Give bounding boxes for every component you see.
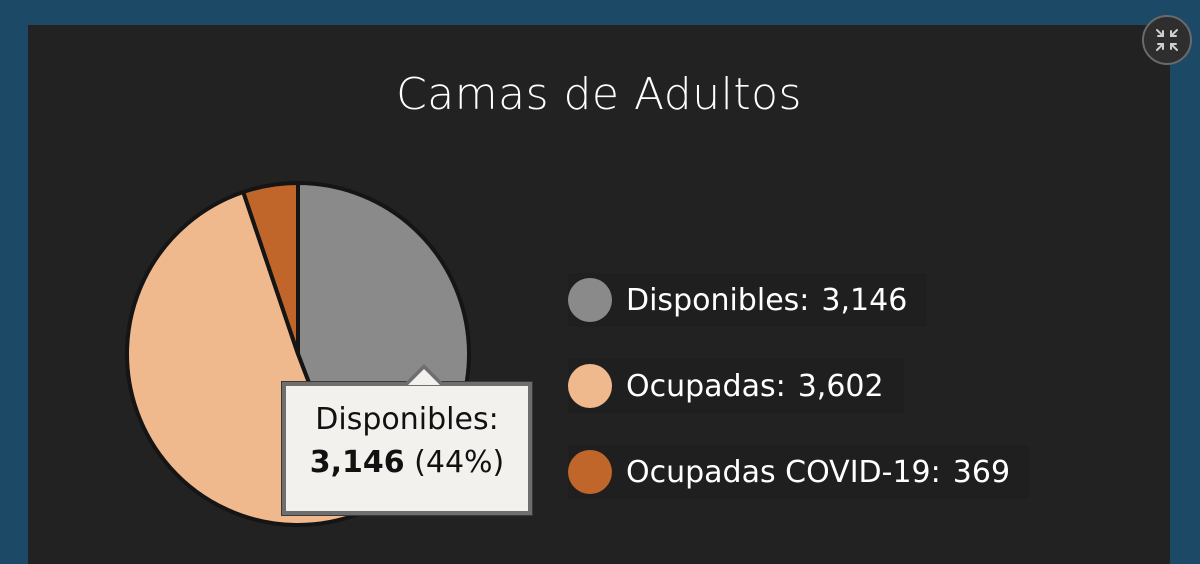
tooltip-arrow (404, 364, 444, 385)
legend-value-ocupadas-covid: 369 (952, 454, 1011, 490)
pie-slice-ocupadas-covid[interactable] (241, 181, 300, 356)
legend-label-ocupadas-covid: Ocupadas COVID-19 (626, 454, 931, 490)
legend-value-disponibles: 3,146 (821, 282, 908, 318)
legend-swatch-disponibles (568, 278, 612, 322)
legend-label-ocupadas: Ocupadas (626, 368, 776, 404)
tooltip-value: 3,146 (309, 445, 405, 480)
legend-item-ocupadas[interactable]: Ocupadas: 3,602 (568, 359, 904, 413)
legend-item-ocupadas-covid[interactable]: Ocupadas COVID-19: 369 (568, 445, 1031, 499)
collapse-button[interactable] (1142, 15, 1192, 65)
legend-label-disponibles: Disponibles (626, 282, 800, 318)
legend-value-ocupadas: 3,602 (797, 368, 884, 404)
legend-swatch-ocupadas (568, 364, 612, 408)
chart-panel: Camas de Adultos Disponibles: 3,146 Ocupa… (28, 25, 1170, 564)
chart-title: Camas de Adultos (396, 69, 802, 120)
legend-swatch-ocupadas-covid (568, 450, 612, 494)
legend-item-disponibles[interactable]: Disponibles: 3,146 (568, 273, 928, 327)
tooltip-label: Disponibles: (315, 402, 499, 437)
collapse-arrows-icon (1156, 29, 1178, 51)
chart-tooltip: Disponibles: 3,146 (44%) (282, 364, 532, 515)
tooltip-percent: (44%) (414, 445, 505, 480)
